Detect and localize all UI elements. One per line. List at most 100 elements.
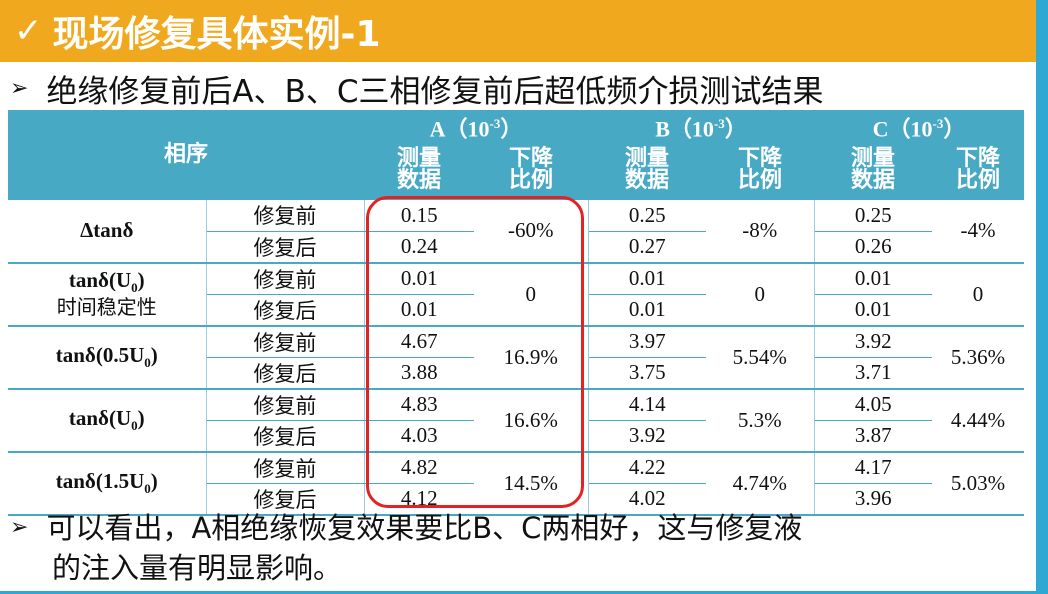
value-c-after: 3.96	[814, 483, 933, 516]
row-label-text: tanδ(1.5U	[55, 469, 145, 494]
group-a-name: A（10	[429, 116, 490, 141]
table-row: 修复后 3.88 3.75 3.71	[8, 357, 1024, 390]
row-label-subscript: 0	[144, 481, 151, 497]
value-a-after: 4.03	[364, 420, 475, 453]
value-b-after: 3.75	[588, 357, 707, 390]
sub-header-ratio: 下降比例	[932, 140, 1025, 200]
group-header-c: C（10-3）	[814, 110, 1025, 141]
phase-after: 修复后	[206, 420, 365, 453]
value-c-after: 3.71	[814, 357, 933, 390]
ratio-b: 0	[706, 262, 815, 327]
value-c-after: 0.26	[814, 231, 933, 264]
sub-header-ratio: 下降比例	[474, 140, 589, 200]
value-a-after: 0.01	[364, 294, 475, 327]
group-b-name: B（10	[655, 116, 714, 141]
value-c-after: 0.01	[814, 294, 933, 327]
sub-header-measured: 测量数据	[814, 140, 933, 200]
value-b-before: 0.25	[588, 200, 707, 232]
conclusion: ➢ 可以看出，A相绝缘恢复效果要比B、C两相好，这与修复液 的注入量有明显影响。	[10, 508, 1020, 588]
group-c-close: ）	[943, 116, 966, 141]
row-label-text: Δtanδ	[80, 218, 134, 243]
value-c-after: 3.87	[814, 420, 933, 453]
ratio-b: -8%	[706, 200, 815, 264]
row-label-end: )	[137, 267, 145, 292]
row-label: tanδ(U0)	[8, 388, 207, 453]
phase-after: 修复后	[206, 483, 365, 516]
value-c-before: 3.92	[814, 325, 933, 358]
sub-measured-text: 测量数据	[625, 146, 670, 193]
ratio-b: 5.54%	[706, 325, 815, 390]
sub-ratio-text: 下降比例	[956, 146, 1001, 193]
arrow-bullet-icon: ➢	[10, 515, 29, 540]
ratio-a: -60%	[474, 200, 589, 264]
bottom-accent-strip	[0, 591, 1048, 594]
table-row: tanδ(0.5U0) 修复前 4.67 16.9% 3.97 5.54% 3.92 5.36…	[8, 325, 1025, 390]
sub-header-measured: 测量数据	[588, 140, 707, 200]
row-label-text: tanδ(U	[68, 406, 132, 431]
value-c-before: 4.05	[814, 388, 933, 421]
sub-measured-text: 测量数据	[851, 146, 896, 193]
group-header-a: A（10-3）	[364, 110, 589, 141]
row-label-end: )	[137, 406, 145, 431]
ratio-c: 5.36%	[932, 325, 1025, 390]
row-label-extra: 时间稳定性	[56, 295, 157, 320]
phase-before: 修复前	[206, 262, 365, 295]
ratio-c: -4%	[932, 200, 1025, 264]
phase-after: 修复后	[206, 294, 365, 327]
value-c-before: 4.17	[814, 451, 933, 484]
group-a-exp: -3	[489, 115, 501, 131]
slide-title: 现场修复具体实例-1	[52, 14, 381, 55]
group-c-exp: -3	[932, 115, 944, 131]
ratio-a: 0	[474, 262, 589, 327]
phase-after: 修复后	[206, 357, 365, 390]
group-b-exp: -3	[713, 115, 725, 131]
sub-header-ratio: 下降比例	[706, 140, 815, 200]
value-b-after: 4.02	[588, 483, 707, 516]
row-label: tanδ(1.5U0)	[8, 451, 207, 516]
phase-before: 修复前	[206, 200, 365, 232]
phase-sequence-header: 相序	[8, 110, 365, 200]
slide-title-bar: ✓ 现场修复具体实例-1	[0, 0, 1036, 62]
value-b-before: 0.01	[588, 262, 707, 295]
table-row: 修复后 4.12 4.02 3.96	[8, 483, 1024, 516]
ratio-a: 14.5%	[474, 451, 589, 516]
right-accent-strip	[1036, 0, 1048, 594]
value-a-after: 3.88	[364, 357, 475, 390]
row-label-text: tanδ(U	[68, 267, 132, 292]
value-c-before: 0.25	[814, 200, 933, 232]
row-label: Δtanδ	[8, 200, 207, 264]
results-table: 相序 A（10-3） B（10-3） C（10-3） 测量数据 下降比例 测量数…	[8, 110, 1025, 516]
group-a-close: ）	[500, 116, 523, 141]
value-a-after: 0.24	[364, 231, 475, 264]
table-row: 修复后 4.03 3.92 3.87	[8, 420, 1024, 453]
value-a-before: 4.67	[364, 325, 475, 358]
ratio-c: 5.03%	[932, 451, 1025, 516]
row-label: tanδ(U0) 时间稳定性	[8, 262, 207, 327]
group-b-close: ）	[724, 116, 747, 141]
sub-measured-text: 测量数据	[397, 146, 442, 193]
table-row: 修复后 0.01 0.01 0.01	[8, 294, 1024, 327]
table-row: Δtanδ 修复前 0.15 -60% 0.25 -8% 0.25 -4%	[8, 200, 1025, 264]
table-row: tanδ(U0) 修复前 4.83 16.6% 4.14 5.3% 4.05 4.44%	[8, 388, 1025, 453]
value-b-before: 3.97	[588, 325, 707, 358]
value-b-after: 0.27	[588, 231, 707, 264]
ratio-a: 16.9%	[474, 325, 589, 390]
sub-ratio-text: 下降比例	[509, 146, 554, 193]
row-label-text: tanδ(0.5U	[55, 343, 145, 368]
section-heading: ➢ 绝缘修复前后A、B、C三相修复前后超低频介损测试结果	[10, 66, 824, 111]
value-a-before: 4.83	[364, 388, 475, 421]
ratio-c: 4.44%	[932, 388, 1025, 453]
value-b-after: 3.92	[588, 420, 707, 453]
sub-ratio-text: 下降比例	[738, 146, 783, 193]
table-row: tanδ(U0) 时间稳定性 修复前 0.01 0 0.01 0 0.01 0	[8, 262, 1025, 327]
conclusion-line2: 的注入量有明显影响。	[52, 551, 343, 585]
row-label-subscript: 0	[144, 355, 151, 371]
phase-before: 修复前	[206, 388, 365, 421]
sub-header-measured: 测量数据	[364, 140, 475, 200]
value-a-before: 0.15	[364, 200, 475, 232]
ratio-b: 5.3%	[706, 388, 815, 453]
ratio-a: 16.6%	[474, 388, 589, 453]
heading-text: 绝缘修复前后A、B、C三相修复前后超低频介损测试结果	[46, 74, 824, 110]
phase-after: 修复后	[206, 231, 365, 264]
checkmark-icon: ✓	[14, 11, 43, 51]
